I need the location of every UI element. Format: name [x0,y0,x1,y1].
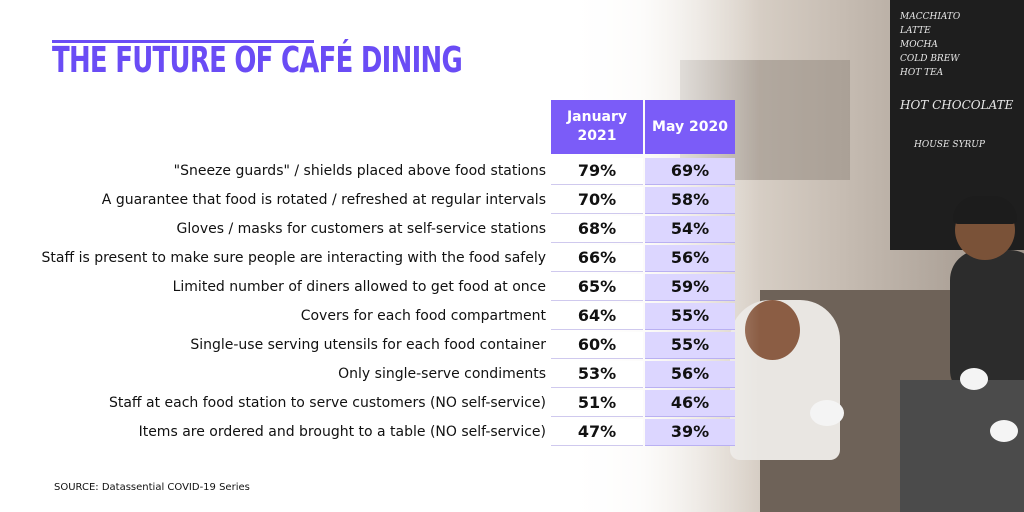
cup [810,400,844,426]
value-may2020: 56% [645,361,735,388]
board-line: MOCHA [900,40,938,50]
value-may2020: 69% [645,158,735,185]
value-may2020: 59% [645,274,735,301]
value-may2020: 39% [645,419,735,446]
value-may2020: 55% [645,303,735,330]
value-jan2021: 79% [551,158,643,185]
row-label: Only single-serve condiments [338,366,546,382]
cup [960,368,988,390]
board-line: COLD BREW [900,54,960,64]
value-jan2021: 65% [551,274,643,301]
row-label: Covers for each food compartment [300,308,546,324]
row-label: Limited number of diners allowed to get … [172,279,546,295]
board-line: HOT CHOCOLATE [900,98,1014,112]
espresso-machine [900,380,1024,512]
row-label: "Sneeze guards" / shields placed above f… [173,163,546,179]
barista-cap [953,196,1017,224]
row-label: Gloves / masks for customers at self-ser… [176,221,546,237]
value-may2020: 54% [645,216,735,243]
board-line: HOT TEA [900,68,944,78]
value-jan2021: 64% [551,303,643,330]
page-title: THE FUTURE OF CAFÉ DINING [52,40,463,81]
board-line: HOUSE SYRUP [914,140,985,150]
value-jan2021: 51% [551,390,643,417]
row-label: Single-use serving utensils for each foo… [190,337,546,353]
value-may2020: 58% [645,187,735,214]
value-may2020: 46% [645,390,735,417]
source-note: SOURCE: Datassential COVID-19 Series [54,482,250,493]
row-label: Staff at each food station to serve cust… [108,395,546,411]
value-jan2021: 66% [551,245,643,272]
title-rule [52,40,314,43]
row-label: Items are ordered and brought to a table… [138,424,546,440]
value-jan2021: 47% [551,419,643,446]
row-label: A guarantee that food is rotated / refre… [101,192,546,208]
row-label: Staff is present to make sure people are… [41,250,546,266]
value-may2020: 56% [645,245,735,272]
value-jan2021: 53% [551,361,643,388]
value-jan2021: 70% [551,187,643,214]
value-jan2021: 60% [551,332,643,359]
column-header-may2020: May 2020 [645,100,735,154]
value-jan2021: 68% [551,216,643,243]
column-header-jan2021: January 2021 [551,100,643,154]
board-line: MACCHIATO [900,12,961,22]
board-line: LATTE [900,26,931,36]
cup [990,420,1018,442]
value-may2020: 55% [645,332,735,359]
